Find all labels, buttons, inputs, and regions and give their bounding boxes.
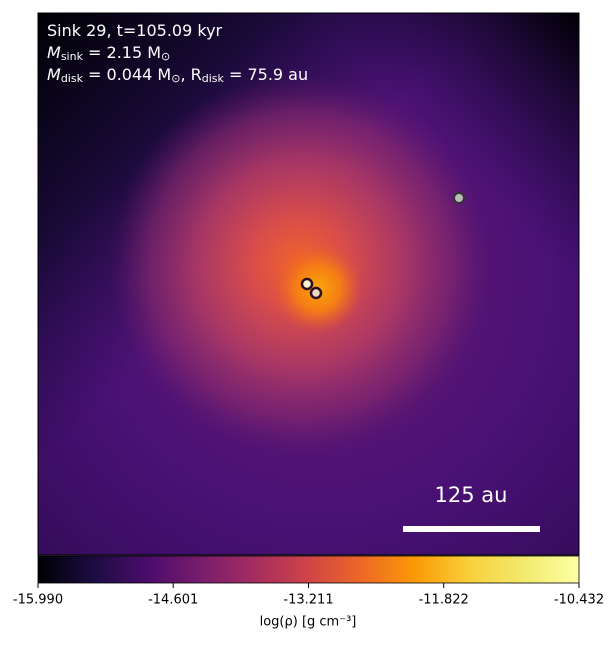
text-run: M [47,43,61,62]
tick-label: -14.601 [148,593,198,608]
scale-bar-label: 125 au [435,483,508,507]
text-run: = 2.15 M [83,43,161,62]
annotation-line: Msink​ = 2.15 M⊙​ [47,43,170,64]
tick-label: -10.432 [554,593,604,608]
annotation-line: Mdisk​ = 0.044 M⊙​, Rdisk​ = 75.9 au [47,65,308,86]
text-run: , R [180,65,201,84]
subscript: ⊙ [171,72,180,85]
subscript: ⊙ [161,50,170,63]
colorbar-ticks: -15.990 -14.601 -13.211 -11.822 -10.432 [13,583,604,608]
colorbar [37,555,580,584]
text-run: M [47,65,61,84]
subscript: disk [202,72,225,85]
tick-label: -13.211 [283,593,333,608]
text-run: Sink 29, t=105.09 kyr [47,21,223,40]
tick-label: -11.822 [419,593,469,608]
colorbar-label: log(ρ) [g cm⁻³] [260,615,357,630]
text-run: = 75.9 au [224,65,308,84]
map-frame [37,12,580,556]
text-run: = 0.044 M [83,65,171,84]
tick-label: -15.990 [13,593,63,608]
sink-marker [453,192,465,204]
sink-marker [300,277,314,291]
subscript: sink [61,50,84,63]
sink-marker [309,286,323,300]
annotation-line: Sink 29, t=105.09 kyr [47,21,223,40]
subscript: disk [61,72,84,85]
